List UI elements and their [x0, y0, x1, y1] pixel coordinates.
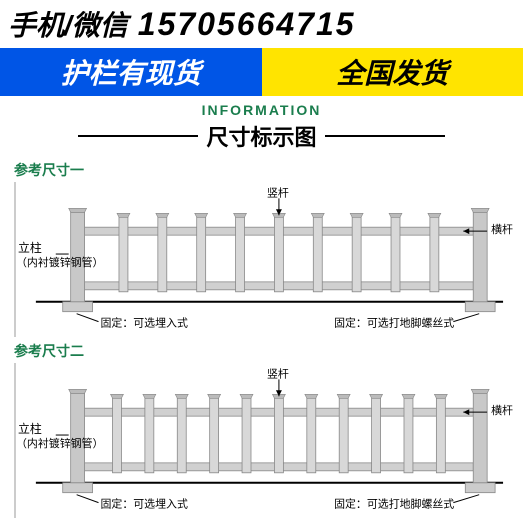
ref-label-1: 参考尺寸一 [14, 160, 513, 180]
fence-svg-2: 竖杆横杆立柱（内衬镀锌钢管） 固定：可选埋入式 固定：可选打地脚螺丝式 [16, 363, 513, 518]
svg-text:横杆: 横杆 [491, 403, 513, 417]
svg-text:（内衬镀锌钢管）: （内衬镀锌钢管） [16, 255, 103, 269]
title-line-right [325, 135, 445, 137]
svg-text:（内衬镀锌钢管）: （内衬镀锌钢管） [16, 436, 103, 450]
svg-text:固定：可选埋入式: 固定：可选埋入式 [100, 316, 187, 330]
svg-text:横杆: 横杆 [491, 222, 513, 236]
svg-text:竖杆: 竖杆 [267, 366, 289, 380]
info-header: INFORMATION 尺寸标示图 [0, 102, 523, 152]
title-text: 尺寸标示图 [206, 120, 316, 152]
svg-text:立柱: 立柱 [18, 241, 42, 255]
fence-svg-1: 竖杆横杆立柱（内衬镀锌钢管） 固定：可选埋入式 固定：可选打地脚螺丝式 [16, 182, 513, 337]
svg-text:立柱: 立柱 [18, 422, 42, 436]
stripe-right: 全国发货 [262, 48, 523, 96]
title-line-left [78, 135, 198, 137]
svg-text:固定：可选打地脚螺丝式: 固定：可选打地脚螺丝式 [334, 497, 454, 511]
banner-stripe: 护栏有现货 全国发货 [0, 48, 523, 96]
svg-text:竖杆: 竖杆 [267, 185, 289, 199]
diagram-area: 参考尺寸一 竖杆横杆立柱（内衬镀锌钢管）固定：可选埋入式固定：可选打地脚螺丝式 … [0, 152, 523, 522]
fence-diagram-2: 竖杆横杆立柱（内衬镀锌钢管） 固定：可选埋入式 固定：可选打地脚螺丝式 [14, 363, 513, 518]
svg-text:固定：可选埋入式: 固定：可选埋入式 [100, 497, 187, 511]
ref-label-2: 参考尺寸二 [14, 341, 513, 361]
fence-diagram-1: 竖杆横杆立柱（内衬镀锌钢管） 固定：可选埋入式 固定：可选打地脚螺丝式 [14, 182, 513, 337]
contact-label: 手机/微信 [8, 4, 128, 44]
phone-number: 15705664715 [138, 6, 356, 43]
info-english: INFORMATION [0, 102, 523, 118]
stripe-left: 护栏有现货 [0, 48, 262, 96]
title-row: 尺寸标示图 [0, 120, 523, 152]
top-bar: 手机/微信 15705664715 [0, 0, 523, 48]
svg-text:固定：可选打地脚螺丝式: 固定：可选打地脚螺丝式 [334, 316, 454, 330]
